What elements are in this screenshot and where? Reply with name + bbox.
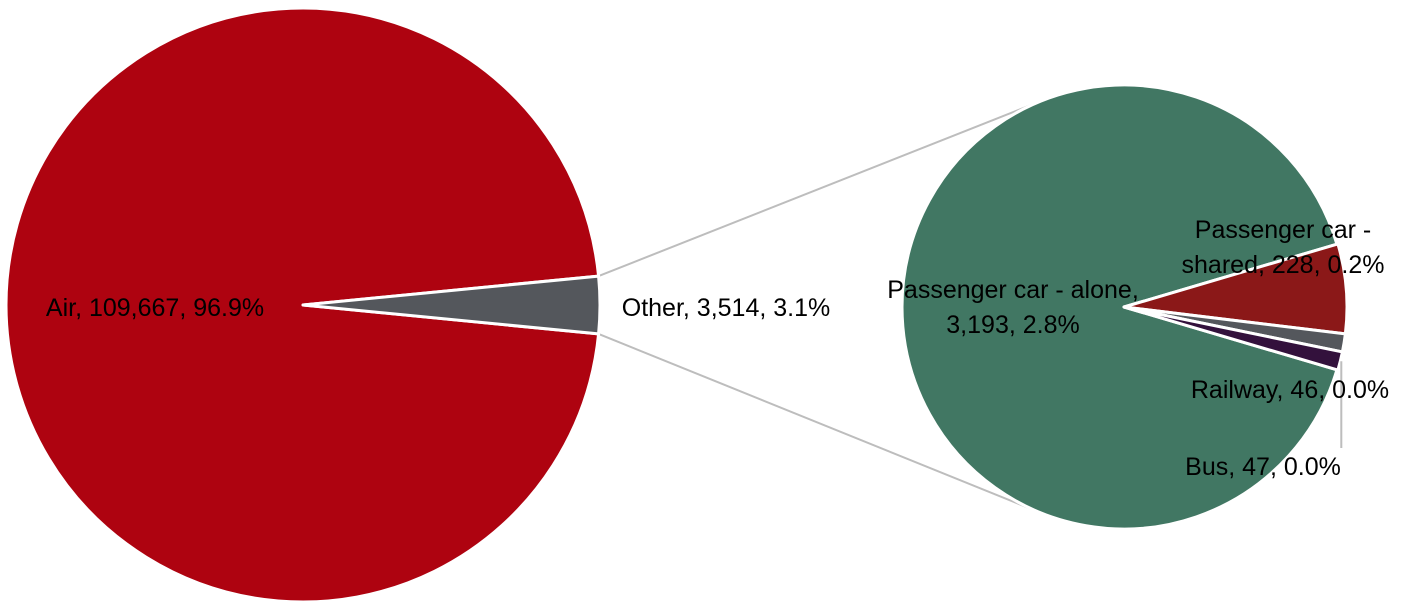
data-label-railway: Railway, 46, 0.0%	[1191, 376, 1389, 404]
data-label-railway-line: Railway, 46, 0.0%	[1191, 376, 1389, 404]
data-label-passenger-car-shared-line: Passenger car -	[1195, 216, 1371, 244]
connector-line-top	[598, 99, 1043, 278]
data-label-other-line: Other, 3,514, 3.1%	[622, 294, 830, 322]
data-label-passenger-car-alone: Passenger car - alone, 3,193, 2.8%	[887, 276, 1139, 339]
slice-passenger-car-alone	[900, 83, 1339, 531]
main-pie	[4, 6, 602, 601]
data-label-passenger-car-shared-line: shared, 228, 0.2%	[1182, 251, 1385, 279]
data-label-passenger-car-shared: Passenger car - shared, 228, 0.2%	[1182, 216, 1385, 279]
data-label-bus-line: Bus, 47, 0.0%	[1185, 453, 1341, 481]
data-label-air: Air, 109,667, 96.9%	[46, 294, 264, 322]
connector-line-bottom	[598, 332, 1043, 515]
data-label-passenger-car-alone-line: Passenger car - alone,	[887, 276, 1139, 304]
connector-lines	[598, 99, 1043, 515]
secondary-pie	[900, 83, 1349, 531]
data-label-bus: Bus, 47, 0.0%	[1185, 453, 1341, 481]
data-labels: Air, 109,667, 96.9% Other, 3,514, 3.1% Pas…	[46, 216, 1389, 481]
data-label-air-line: Air, 109,667, 96.9%	[46, 294, 264, 322]
data-label-other: Other, 3,514, 3.1%	[622, 294, 830, 322]
slice-bus	[1122, 305, 1344, 372]
slice-other	[301, 274, 602, 336]
data-label-passenger-car-alone-line: 3,193, 2.8%	[946, 311, 1079, 339]
